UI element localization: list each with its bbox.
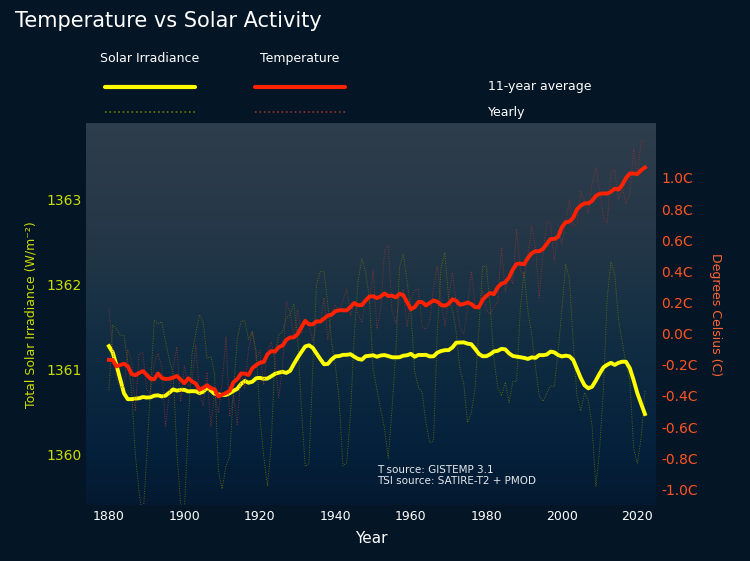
Text: Yearly: Yearly bbox=[488, 105, 525, 119]
Y-axis label: Degrees Celsius (C): Degrees Celsius (C) bbox=[709, 252, 722, 376]
Text: T source: GISTEMP 3.1
TSI source: SATIRE-T2 + PMOD: T source: GISTEMP 3.1 TSI source: SATIRE… bbox=[377, 465, 536, 486]
Text: Solar Irradiance: Solar Irradiance bbox=[100, 52, 200, 66]
Text: Temperature vs Solar Activity: Temperature vs Solar Activity bbox=[15, 11, 322, 31]
X-axis label: Year: Year bbox=[355, 531, 388, 546]
Text: 11-year average: 11-year average bbox=[488, 80, 591, 94]
Y-axis label: Total Solar Irradiance (W/m⁻²): Total Solar Irradiance (W/m⁻²) bbox=[25, 221, 38, 407]
Text: Temperature: Temperature bbox=[260, 52, 340, 66]
